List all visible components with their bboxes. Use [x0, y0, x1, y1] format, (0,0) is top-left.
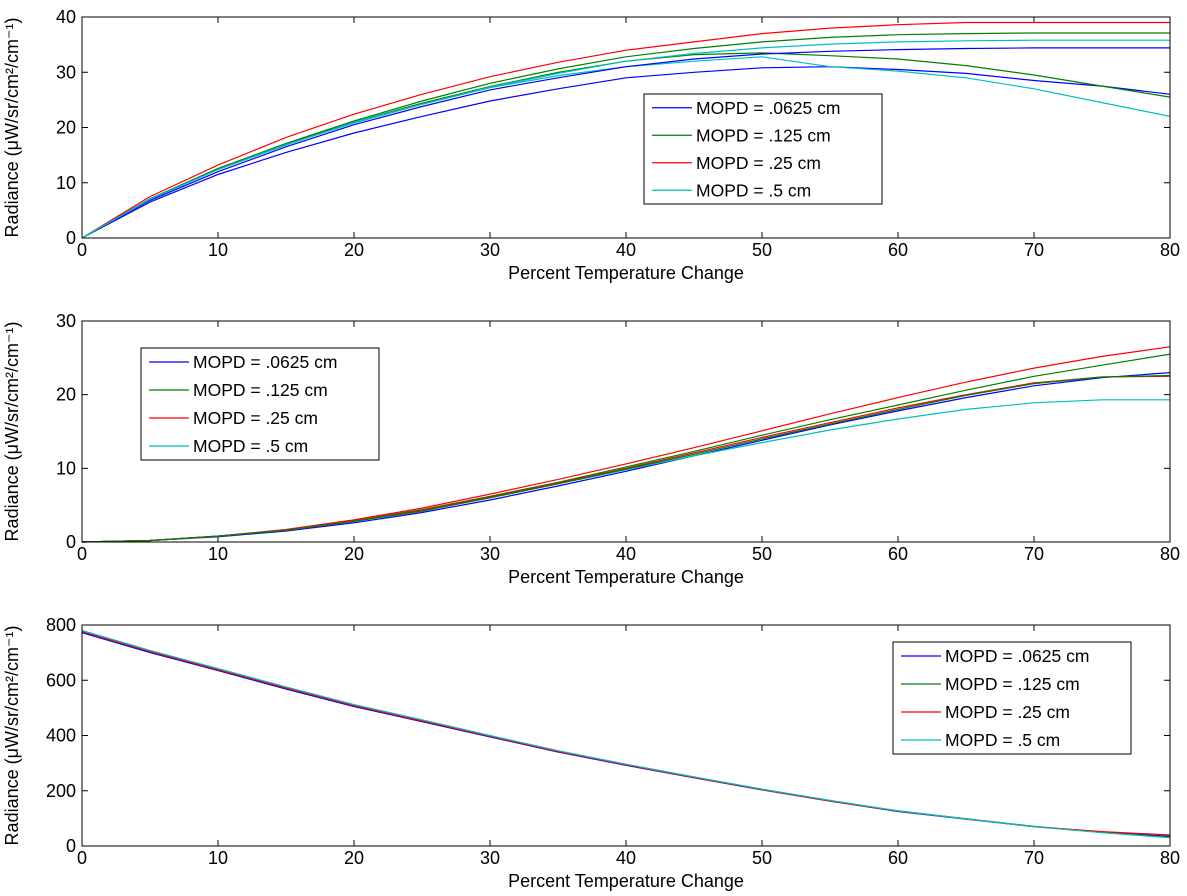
legend: MOPD = .0625 cm MOPD = .125 cm MOPD = .25 … [140, 347, 380, 461]
x-tick-label: 40 [616, 848, 636, 868]
plot-area [82, 17, 1170, 238]
series-line-4 [81, 629, 1171, 839]
x-tick-label: 70 [1024, 240, 1044, 260]
x-tick-label: 80 [1160, 240, 1180, 260]
legend-entry: MOPD = .5 cm [696, 180, 811, 200]
legend-entry: MOPD = .25 cm [945, 702, 1070, 722]
x-tick-label: 50 [752, 544, 772, 564]
x-tick-label: 60 [888, 848, 908, 868]
y-tick-label: 40 [56, 7, 76, 27]
legend-entry: MOPD = .25 cm [193, 408, 318, 428]
legend-entry: MOPD = .0625 cm [945, 646, 1089, 666]
legend-entry: MOPD = .5 cm [945, 730, 1060, 750]
y-tick-label: 0 [66, 836, 76, 856]
legend-entry: MOPD = .25 cm [696, 153, 821, 173]
x-tick-label: 50 [752, 848, 772, 868]
x-tick-label: 30 [480, 544, 500, 564]
legend: MOPD = .0625 cm MOPD = .125 cm MOPD = .25 … [643, 93, 883, 205]
x-tick-label: 60 [888, 240, 908, 260]
x-tick-label: 0 [77, 544, 87, 564]
y-tick-label: 20 [56, 118, 76, 138]
legend-entry: MOPD = .0625 cm [696, 98, 840, 118]
series-line-6 [81, 32, 1170, 239]
series-line-3 [81, 21, 1170, 239]
y-axis-label: Radiance (μW/sr/cm²/cm⁻¹) [2, 18, 22, 238]
x-tick-label: 20 [344, 544, 364, 564]
plot-frame [81, 320, 1171, 543]
y-axis-label: Radiance (μW/sr/cm²/cm⁻¹) [2, 626, 22, 846]
legend-entry: MOPD = .5 cm [193, 436, 308, 456]
plot-frame [81, 16, 1171, 239]
x-tick-label: 20 [344, 848, 364, 868]
x-tick-label: 80 [1160, 848, 1180, 868]
y-tick-label: 20 [56, 385, 76, 405]
legend-entry: MOPD = .125 cm [696, 125, 831, 145]
x-tick-label: 40 [616, 240, 636, 260]
x-tick-label: 0 [77, 240, 87, 260]
x-tick-label: 10 [208, 848, 228, 868]
x-tick-label: 0 [77, 848, 87, 868]
x-tick-label: 10 [208, 544, 228, 564]
x-tick-label: 20 [344, 240, 364, 260]
x-tick-label: 70 [1024, 848, 1044, 868]
series-line-1 [81, 66, 1171, 239]
y-tick-label: 800 [46, 615, 76, 635]
y-tick-label: 0 [66, 228, 76, 248]
x-tick-label: 30 [480, 848, 500, 868]
series-line-5 [81, 47, 1170, 239]
legend-box [643, 93, 883, 205]
series-line-1 [81, 372, 1171, 543]
y-tick-label: 600 [46, 670, 76, 690]
legend-entry: MOPD = .125 cm [945, 674, 1080, 694]
x-tick-label: 80 [1160, 544, 1180, 564]
chart-2: 0 10 20 30 40 50 60 70 80 0 10 20 30 Percent Temperat… [2, 311, 1180, 587]
legend: MOPD = .0625 cm MOPD = .125 cm MOPD = .25 … [892, 641, 1132, 755]
y-tick-label: 10 [56, 173, 76, 193]
x-axis-label: Percent Temperature Change [508, 263, 744, 283]
y-tick-label: 0 [66, 532, 76, 552]
y-tick-label: 200 [46, 781, 76, 801]
x-tick-label: 70 [1024, 544, 1044, 564]
x-tick-label: 30 [480, 240, 500, 260]
x-tick-label: 50 [752, 240, 772, 260]
x-axis-label: Percent Temperature Change [508, 871, 744, 891]
legend-entry: MOPD = .125 cm [193, 380, 328, 400]
y-tick-label: 30 [56, 311, 76, 331]
x-tick-label: 10 [208, 240, 228, 260]
legend-box [140, 347, 380, 461]
chart-1: 0 10 20 30 40 50 60 70 80 0 10 20 30 40 Percent Temper… [2, 7, 1180, 283]
plot-frame [81, 624, 1171, 847]
legend-box [892, 641, 1132, 755]
y-tick-label: 400 [46, 726, 76, 746]
y-axis-label: Radiance (μW/sr/cm²/cm⁻¹) [2, 322, 22, 542]
series-line-6 [81, 374, 1171, 543]
y-tick-label: 30 [56, 62, 76, 82]
x-axis-label: Percent Temperature Change [508, 567, 744, 587]
y-tick-label: 10 [56, 458, 76, 478]
x-tick-label: 40 [616, 544, 636, 564]
series-line-7 [81, 39, 1170, 239]
x-tick-label: 60 [888, 544, 908, 564]
legend-entry: MOPD = .0625 cm [193, 352, 337, 372]
